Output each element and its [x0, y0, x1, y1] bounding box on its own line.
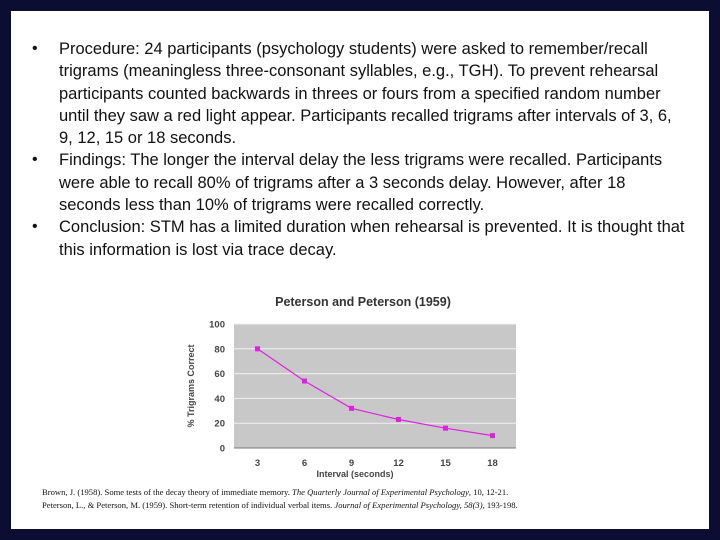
y-tick-label: 60 [214, 369, 225, 380]
x-tick-label: 9 [349, 458, 354, 469]
data-point [349, 405, 354, 411]
bullet-marker: • [32, 218, 38, 236]
data-point [443, 425, 448, 431]
bullet-marker: • [32, 40, 38, 57]
data-point [255, 346, 260, 352]
x-tick-label: 18 [487, 458, 498, 469]
bullet-procedure: • Procedure: 24 participants (psychology… [11, 38, 709, 149]
data-point [302, 378, 307, 384]
bullet-text: : The longer the interval delay the less… [59, 151, 663, 215]
bullet-term: Procedure [59, 40, 136, 58]
bullet-findings: • Findings: The longer the interval dela… [11, 149, 709, 216]
data-point [490, 433, 495, 439]
references: Brown, J. (1958). Some tests of the deca… [42, 486, 702, 512]
data-point [396, 416, 401, 422]
y-tick-label: 0 [220, 444, 225, 455]
slide: • Procedure: 24 participants (psychology… [11, 11, 709, 529]
plot-area [234, 324, 516, 448]
chart-title: Peterson and Peterson (1959) [275, 295, 451, 309]
x-tick-label: 3 [255, 458, 260, 469]
peterson-chart: Peterson and Peterson (1959) 0 20 40 60 80 10… [176, 269, 531, 484]
x-axis-label: Interval (seconds) [316, 469, 393, 479]
bullet-text: : STM has a limited duration when rehear… [59, 218, 685, 259]
y-tick-label: 80 [214, 344, 225, 355]
y-axis-label: % Trigrams Correct [186, 344, 196, 427]
reference-peterson: Peterson, L., & Peterson, M. (1959). Sho… [42, 500, 518, 510]
bullet-term: Findings [59, 151, 122, 170]
x-tick-label: 6 [302, 458, 307, 469]
bullet-conclusion: • Conclusion: STM has a limited duration… [11, 216, 709, 261]
reference-brown: Brown, J. (1958). Some tests of the deca… [42, 487, 509, 497]
bullet-text: : 24 participants (psychology students) … [59, 40, 672, 148]
gridlines [234, 323, 516, 424]
y-tick-label: 100 [209, 320, 225, 331]
x-tick-label: 15 [440, 458, 451, 469]
chart-svg: Peterson and Peterson (1959) 0 20 40 60 80 10… [186, 295, 516, 479]
y-tick-label: 20 [214, 419, 225, 430]
axes: 0 20 40 60 80 100 3 6 9 12 15 18 [209, 320, 516, 469]
bullet-marker: • [32, 151, 38, 169]
y-tick-label: 40 [214, 394, 225, 405]
bullet-term: Conclusion [59, 218, 141, 237]
series-trigrams [255, 346, 495, 439]
bullet-list: • Procedure: 24 participants (psychology… [11, 38, 709, 261]
x-tick-label: 12 [393, 458, 404, 469]
series-line [257, 348, 493, 437]
